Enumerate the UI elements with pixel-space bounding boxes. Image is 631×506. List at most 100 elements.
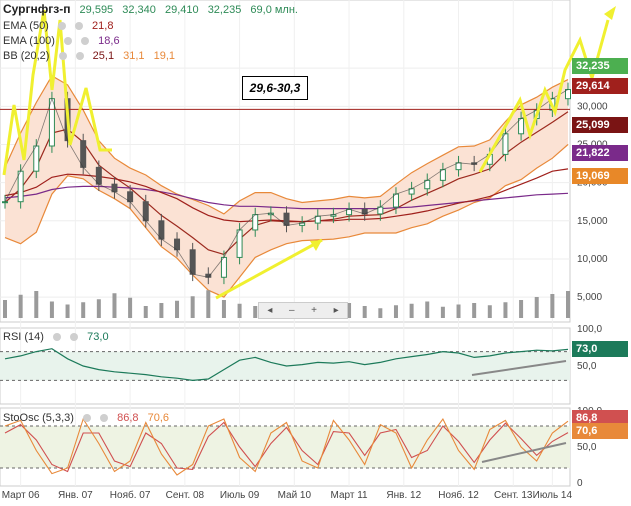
- volume-bar: [81, 302, 86, 318]
- high-price: 32,340: [122, 4, 156, 16]
- candle-body: [142, 201, 149, 222]
- rsi-trend-arrow: [471, 360, 567, 376]
- ticker-label: Сургнфгз-п: [3, 2, 71, 16]
- gear-icon[interactable]: [74, 22, 83, 31]
- price-header: Сургнфгз-п 29,595 32,340 29,410 32,235 6…: [3, 2, 304, 16]
- volume-bar: [159, 303, 164, 318]
- volume-bar: [362, 306, 367, 318]
- visibility-icon[interactable]: [58, 52, 67, 61]
- volume-bar: [409, 303, 414, 318]
- bb-row: BB (20,2) 25,1 31,1 19,1: [3, 50, 181, 62]
- volume-bar: [65, 304, 70, 318]
- gear-icon[interactable]: [82, 414, 91, 423]
- y-tick-label: 5,000: [577, 292, 602, 303]
- volume-bar: [534, 297, 539, 318]
- sto-y-tick: 50,0: [577, 442, 597, 453]
- low-price: 29,410: [164, 4, 199, 16]
- close-icon[interactable]: [100, 414, 109, 423]
- candle-body: [220, 256, 227, 278]
- volume-bar: [96, 299, 101, 318]
- x-tick-label: Нояб. 12: [438, 489, 479, 501]
- x-tick-label: Март 11: [331, 490, 369, 501]
- price-tag-bb-lower: 19,069: [572, 168, 628, 184]
- volume-bar: [3, 300, 7, 318]
- bb-label: BB (20,2): [3, 50, 50, 62]
- volume-value: 69,0 млн.: [250, 4, 298, 16]
- volume-bar: [143, 306, 148, 318]
- volume-bar: [18, 294, 23, 318]
- ema50-row: EMA (50) 21,8: [3, 20, 119, 32]
- sto-d-line: [4, 421, 569, 473]
- candle-body: [2, 201, 8, 204]
- zoom-in-button[interactable]: +: [311, 305, 317, 316]
- volume-bar: [34, 291, 39, 318]
- gear-icon[interactable]: [81, 37, 90, 46]
- trend-arrow-head: [604, 6, 616, 20]
- sto-k-tag: 86,8: [572, 410, 628, 426]
- volume-bar: [49, 301, 54, 318]
- rsi-value: 73,0: [87, 331, 109, 343]
- price-tag-ema50: 25,099: [572, 117, 628, 133]
- visibility-icon[interactable]: [64, 37, 73, 46]
- volume-bar: [487, 305, 492, 318]
- scroll-right-button[interactable]: ▸: [333, 305, 339, 316]
- ema50-value: 21,8: [92, 20, 114, 32]
- volume-bar: [112, 293, 117, 318]
- visibility-icon[interactable]: [57, 22, 66, 31]
- close-icon[interactable]: [70, 333, 79, 342]
- volume-bar: [550, 294, 555, 318]
- candle-body: [252, 214, 259, 231]
- volume-bar: [347, 303, 352, 318]
- trend-arrow-head: [310, 240, 322, 251]
- volume-bar: [566, 291, 570, 318]
- price-tag-ema100: 21,822: [572, 145, 628, 161]
- candle-body: [236, 229, 243, 258]
- y-tick-label: 30,000: [577, 101, 608, 112]
- candle-body: [158, 220, 165, 240]
- bb-band-fill: [5, 75, 568, 298]
- candle-body: [95, 166, 102, 185]
- rsi-value-tag: 73,0: [572, 341, 628, 357]
- y-tick-label: 25,000: [577, 139, 608, 150]
- x-tick-label: Нояб. 07: [110, 489, 151, 501]
- candle-body: [48, 98, 55, 147]
- gear-icon[interactable]: [75, 52, 84, 61]
- x-tick-label: Янв. 12: [386, 490, 421, 501]
- candle-body: [17, 170, 24, 203]
- volume-bar: [190, 296, 195, 318]
- sto-header: StoOsc (5,3,3) 86,8 70,6: [3, 412, 175, 424]
- trend-arrow: [215, 238, 323, 300]
- rsi-y-tick: 100,0: [577, 324, 602, 335]
- volume-bar: [128, 297, 133, 318]
- volume-bar: [206, 290, 211, 318]
- candle-body: [189, 249, 196, 275]
- candle-body: [33, 145, 40, 172]
- sto-trend-arrow: [481, 442, 567, 463]
- y-tick-label: 10,000: [577, 254, 608, 265]
- x-tick-label: Сент. 08: [166, 490, 205, 501]
- wave-markup: [2, 9, 112, 176]
- rsi-line: [4, 348, 569, 382]
- volume-bar: [175, 300, 180, 318]
- zoom-out-button[interactable]: –: [288, 305, 295, 316]
- bb-lower-value: 19,1: [153, 50, 176, 62]
- rsi-label: RSI (14): [3, 331, 44, 343]
- scroll-left-button[interactable]: ◂: [267, 305, 273, 316]
- x-tick-label: Сент. 13: [494, 490, 533, 501]
- volume-bar: [378, 308, 383, 318]
- sto-label: StoOsc (5,3,3): [3, 412, 74, 424]
- rsi-y-tick: 50,0: [577, 361, 597, 372]
- x-tick-label: Июль 09: [220, 490, 260, 501]
- volume-bar: [519, 300, 524, 318]
- sto-k-line: [4, 417, 569, 476]
- x-tick-label: Янв. 07: [58, 490, 93, 501]
- volume-bar: [253, 306, 258, 318]
- volume-bar: [221, 300, 226, 318]
- volume-bar: [393, 305, 398, 318]
- sto-y-tick: 0: [577, 478, 583, 489]
- x-tick-label: Май 10: [278, 490, 312, 501]
- gear-icon[interactable]: [53, 333, 62, 342]
- volume-bar: [472, 303, 477, 318]
- sto-k-value: 86,8: [117, 412, 139, 424]
